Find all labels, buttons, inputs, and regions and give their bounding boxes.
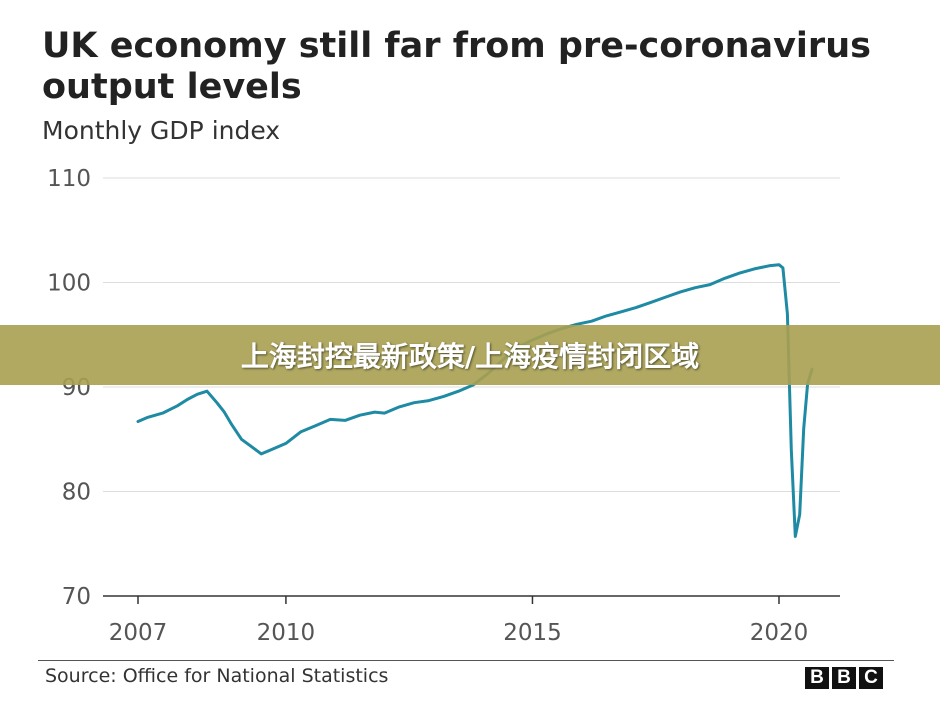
chart-subtitle: Monthly GDP index <box>42 116 281 145</box>
source-note: Source: Office for National Statistics <box>45 665 389 687</box>
bbc-logo: B B C <box>805 667 883 689</box>
bbc-logo-letter: B <box>805 667 829 689</box>
plot-area <box>136 263 814 538</box>
y-tick-label: 70 <box>62 584 91 610</box>
y-tick-label: 100 <box>47 271 91 297</box>
gdp-series-line <box>136 263 814 538</box>
x-axis: 2007 2010 2015 2020 <box>109 596 809 646</box>
x-tick-label: 2007 <box>109 620 168 646</box>
y-tick-label: 110 <box>47 166 91 192</box>
x-tick-label: 2010 <box>257 620 316 646</box>
banner-text: 上海封控最新政策/上海疫情封闭区域 <box>240 340 700 373</box>
y-tick-label: 80 <box>62 480 91 506</box>
x-tick-label: 2020 <box>750 620 809 646</box>
overlay-banner: 上海封控最新政策/上海疫情封闭区域 <box>0 325 940 385</box>
bbc-logo-letter: C <box>859 667 883 689</box>
x-tick-label: 2015 <box>503 620 562 646</box>
footer-divider <box>38 660 894 661</box>
bbc-logo-letter: B <box>832 667 856 689</box>
chart-title: UK economy still far from pre-coronaviru… <box>42 26 871 107</box>
